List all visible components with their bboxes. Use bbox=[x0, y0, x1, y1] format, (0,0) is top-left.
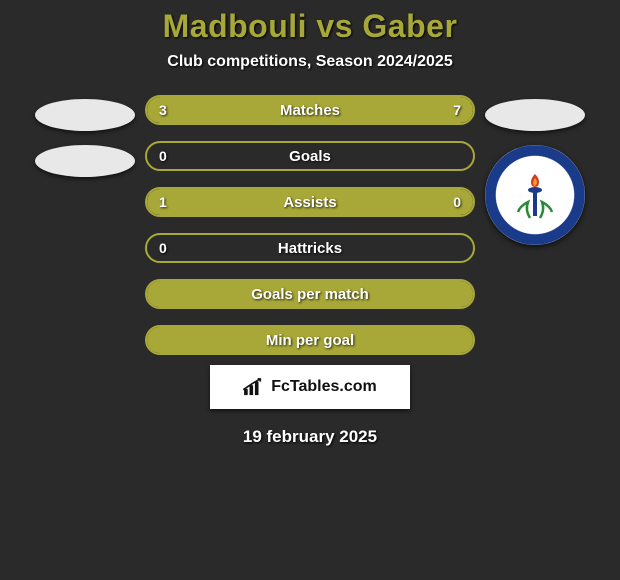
stat-bar: 0 Hattricks bbox=[145, 233, 475, 263]
stat-bar: Goals per match bbox=[145, 279, 475, 309]
stat-label: Assists bbox=[283, 194, 336, 211]
page-title: Madbouli vs Gaber bbox=[163, 8, 458, 45]
stat-value-left: 0 bbox=[159, 240, 167, 256]
stat-label: Goals bbox=[289, 148, 331, 165]
stat-bar: 0 Goals bbox=[145, 141, 475, 171]
stat-value-left: 3 bbox=[159, 102, 167, 118]
stat-bar: 1 Assists 0 bbox=[145, 187, 475, 217]
stat-value-right: 0 bbox=[453, 194, 461, 210]
torch-icon bbox=[510, 170, 560, 220]
stat-label: Goals per match bbox=[251, 286, 369, 303]
stat-bar: Min per goal bbox=[145, 325, 475, 355]
player-oval-left bbox=[35, 99, 135, 131]
comparison-infographic: Madbouli vs Gaber Club competitions, Sea… bbox=[0, 0, 620, 580]
bar-fill-right bbox=[408, 189, 473, 215]
footer-date: 19 february 2025 bbox=[243, 427, 377, 447]
brand-box: FcTables.com bbox=[210, 365, 410, 409]
brand-text: FcTables.com bbox=[271, 378, 377, 396]
stat-label: Matches bbox=[280, 102, 340, 119]
stat-value-left: 0 bbox=[159, 148, 167, 164]
brand-chart-icon bbox=[243, 378, 265, 396]
club-oval-left bbox=[35, 145, 135, 177]
stat-value-left: 1 bbox=[159, 194, 167, 210]
club-badge-right bbox=[485, 145, 585, 245]
stats-area: 3 Matches 7 0 Goals 1 Assists 0 0 Hattricks Goals … bbox=[0, 95, 620, 355]
player-oval-right bbox=[485, 99, 585, 131]
page-subtitle: Club competitions, Season 2024/2025 bbox=[167, 53, 452, 71]
stat-label: Hattricks bbox=[278, 240, 342, 257]
bar-fill-left bbox=[147, 189, 408, 215]
stat-bars-column: 3 Matches 7 0 Goals 1 Assists 0 0 Hattricks Goals … bbox=[140, 95, 480, 355]
stat-label: Min per goal bbox=[266, 332, 354, 349]
left-side-column bbox=[30, 95, 140, 177]
stat-value-right: 7 bbox=[453, 102, 461, 118]
right-side-column bbox=[480, 95, 590, 245]
stat-bar: 3 Matches 7 bbox=[145, 95, 475, 125]
